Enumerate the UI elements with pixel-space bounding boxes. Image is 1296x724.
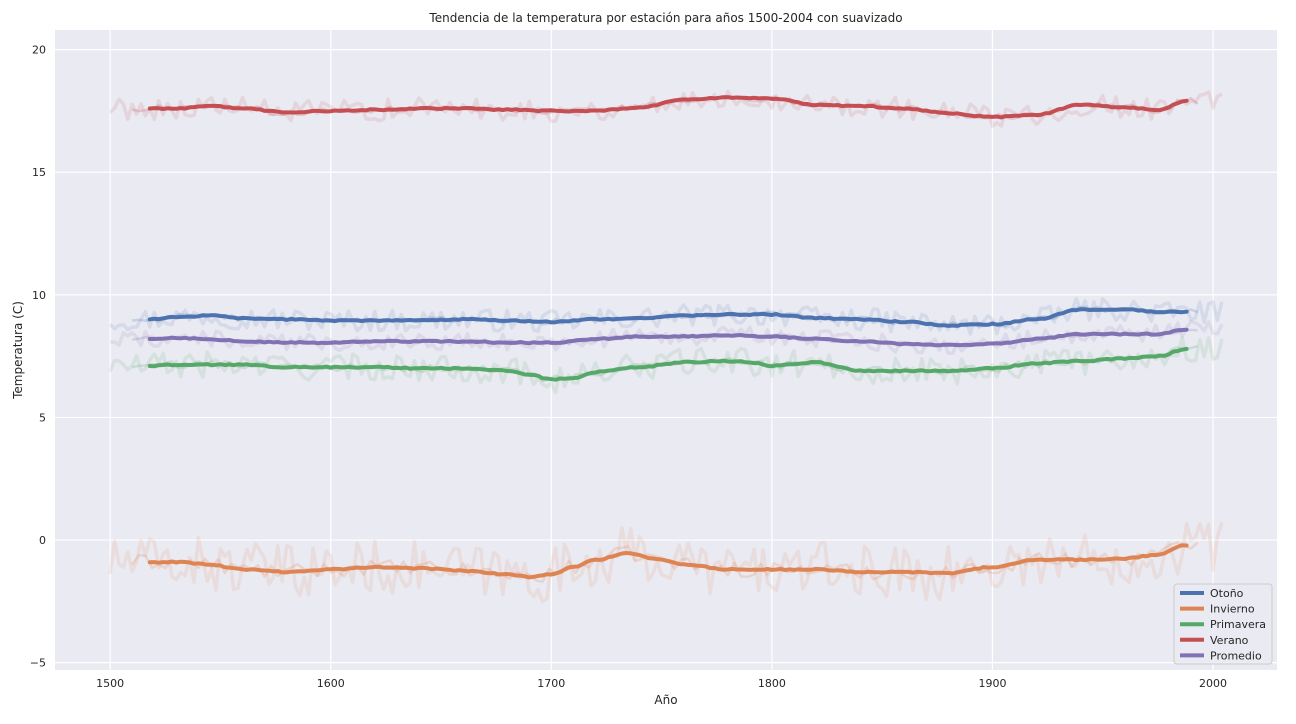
x-tick-label: 1500: [96, 677, 124, 690]
x-tick-label: 1700: [537, 677, 565, 690]
y-tick-label: 10: [32, 289, 46, 302]
legend-label: Verano: [1210, 634, 1249, 647]
x-tick-label: 1900: [978, 677, 1006, 690]
x-tick-label: 1800: [758, 677, 786, 690]
series-line-0: [147, 307, 1189, 328]
y-tick-label: 15: [32, 166, 46, 179]
legend: Otoño Invierno Primavera Verano Promedio: [1173, 583, 1273, 665]
series-line-2: [147, 346, 1189, 382]
series-line-1: [147, 543, 1189, 580]
y-tick-label: 5: [39, 411, 46, 424]
raw-band-3: [108, 89, 1223, 128]
x-tick-label: 2000: [1199, 677, 1227, 690]
y-axis-label: Temperatura (C): [11, 301, 25, 400]
tick-labels: 1500 1600 1700 1800 1900 2000 −5 0 5 10 15 20: [30, 44, 1227, 690]
grid: [55, 30, 1277, 670]
plot-background: [55, 30, 1277, 670]
x-axis-label: Año: [654, 693, 677, 707]
legend-label: Promedio: [1210, 649, 1262, 662]
y-tick-label: −5: [30, 657, 46, 670]
series-lines: [147, 95, 1189, 580]
chart-title: Tendencia de la temperatura por estación…: [428, 11, 902, 25]
legend-box: [1173, 583, 1273, 665]
series-line-3: [147, 95, 1189, 120]
raw-band-4: [110, 319, 1224, 356]
legend-label: Otoño: [1210, 587, 1244, 600]
y-tick-label: 20: [32, 44, 46, 57]
raw-band-1: [108, 521, 1224, 604]
series-line-4: [147, 327, 1189, 348]
y-tick-label: 0: [39, 534, 46, 547]
legend-label: Invierno: [1210, 603, 1255, 616]
legend-label: Primavera: [1210, 618, 1266, 631]
x-tick-label: 1600: [317, 677, 345, 690]
raw-band-0: [108, 297, 1224, 336]
